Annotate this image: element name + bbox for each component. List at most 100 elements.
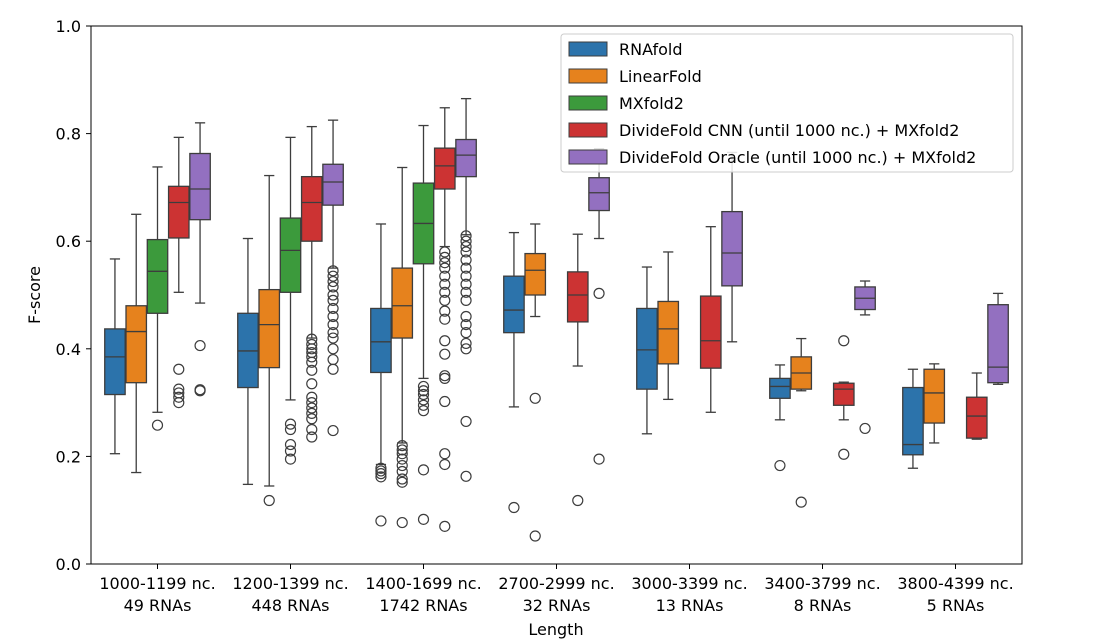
x-tick-sublabel-2: 1742 RNAs: [379, 596, 467, 615]
box-1-2: [391, 166, 414, 529]
outlier-5: [417, 388, 430, 401]
outlier-0: [327, 424, 339, 437]
box-body: [832, 382, 855, 406]
outlier-2: [417, 405, 430, 417]
outlier-0: [439, 520, 451, 532]
outlier-16: [439, 251, 451, 263]
outlier-5: [327, 327, 339, 339]
box-4-4: [721, 151, 743, 343]
x-tick-label-6: 3800-4399 nc.: [897, 574, 1013, 593]
outlier-0: [417, 513, 430, 525]
outlier-1: [284, 445, 297, 457]
outlier-11: [327, 281, 339, 293]
box-body: [721, 210, 743, 287]
outlier-2: [194, 339, 206, 352]
outlier-13: [460, 246, 472, 258]
outlier-4: [375, 462, 387, 474]
outlier-1: [327, 363, 339, 375]
outlier-0: [396, 516, 408, 529]
box-body: [588, 177, 610, 212]
box-3-0: [167, 136, 190, 409]
outlier-1: [306, 423, 318, 436]
outlier-8: [439, 313, 451, 325]
box-3-2: [433, 107, 456, 532]
outlier-1: [529, 530, 541, 542]
x-tick-label-2: 1400-1699 nc.: [365, 574, 481, 593]
box-3-4: [699, 226, 722, 413]
box-body: [965, 396, 988, 439]
outlier-0: [508, 501, 520, 514]
box-body: [279, 217, 302, 293]
box-body: [657, 300, 680, 365]
legend-swatch-4: [568, 149, 608, 165]
outlier-13: [439, 270, 451, 282]
outlier-4: [306, 402, 318, 414]
x-tick-label-4: 3000-3399 nc.: [631, 574, 747, 593]
x-tick-sublabel-5: 8 RNAs: [794, 596, 852, 615]
outlier-3: [460, 337, 472, 350]
box-body: [300, 175, 323, 242]
series-1: [125, 166, 946, 542]
outlier-1: [838, 448, 850, 460]
outlier-6: [327, 318, 339, 331]
box-2-1: [279, 136, 302, 465]
outlier-0: [460, 470, 472, 482]
outlier-13: [327, 270, 339, 282]
outlier-4: [396, 459, 408, 472]
box-0-2: [370, 223, 392, 527]
x-tick-sublabel-1: 448 RNAs: [252, 596, 330, 615]
outlier-0: [263, 494, 275, 507]
legend-frame: [560, 33, 1014, 173]
x-tick-sublabel-3: 32 RNAs: [523, 596, 591, 615]
outlier-7: [396, 444, 408, 456]
box-body: [455, 138, 477, 178]
outlier-0: [375, 515, 387, 527]
y-axis: 0.0 0.2 0.4 0.6 0.8 1.0: [56, 17, 91, 574]
box-1-6: [923, 363, 946, 444]
legend-label-4: DivideFold Oracle (until 1000 nc.) + MXf…: [619, 148, 976, 167]
outlier-8: [306, 364, 318, 376]
outlier-6: [306, 391, 318, 403]
outlier-8: [327, 302, 339, 315]
outlier-11: [460, 262, 472, 274]
outlier-1: [173, 391, 185, 403]
outlier-2: [284, 438, 297, 451]
box-1-3: [524, 223, 547, 542]
y-tick-label-2: 0.4: [56, 340, 81, 359]
box-3-6: [965, 372, 988, 440]
y-tick-label-4: 0.8: [56, 125, 81, 144]
outlier-0: [529, 392, 541, 404]
outlier-2: [396, 473, 408, 485]
x-tick-sublabel-4: 13 RNAs: [656, 596, 724, 615]
box-3-1: [300, 125, 323, 443]
box-body: [769, 377, 791, 399]
box-body: [524, 252, 547, 296]
box-1-1: [258, 174, 281, 507]
outlier-8: [396, 440, 408, 452]
legend-swatch-3: [568, 122, 608, 138]
y-tick-label-0: 0.0: [56, 555, 81, 574]
outlier-5: [306, 397, 318, 409]
box-body: [699, 295, 722, 369]
outlier-7: [439, 335, 451, 347]
box-body: [189, 152, 211, 221]
outlier-5: [396, 453, 408, 465]
x-tick-sublabel-6: 5 RNAs: [927, 596, 985, 615]
box-0-0: [104, 258, 126, 455]
outlier-7: [327, 310, 339, 323]
outlier-2: [375, 468, 387, 480]
box-4-1: [322, 119, 344, 437]
legend-label-3: DivideFold CNN (until 1000 nc.) + MXfold…: [619, 121, 959, 140]
outlier-11: [439, 286, 451, 298]
outlier-3: [375, 465, 387, 477]
outlier-0: [774, 459, 786, 472]
outlier-12: [327, 275, 339, 288]
outlier-14: [460, 240, 472, 253]
box-body: [258, 288, 281, 369]
outlier-0: [795, 496, 807, 508]
outlier-10: [460, 270, 472, 282]
box-0-6: [902, 368, 924, 469]
legend-swatch-1: [568, 68, 608, 84]
box-body: [167, 185, 190, 239]
box-body: [566, 271, 589, 323]
